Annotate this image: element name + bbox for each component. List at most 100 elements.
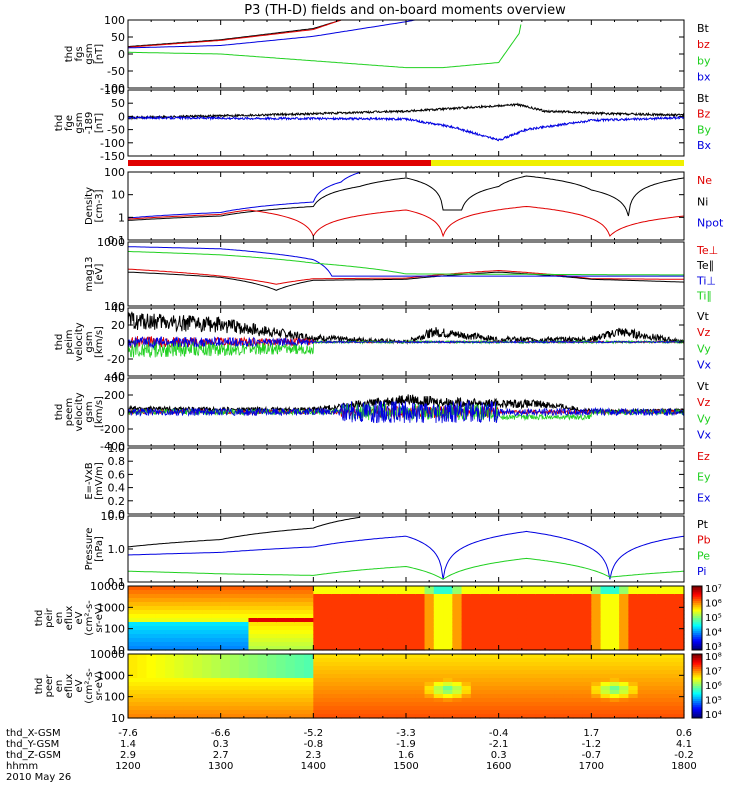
spectro-cell [572,642,583,647]
spectro-cell [674,686,685,691]
spectro-cell [146,602,157,607]
spectro-cell [637,694,648,699]
spectro-cell [674,598,685,603]
spectro-cell [276,618,287,623]
spectro-cell [415,586,426,591]
colorbar-cell [692,677,702,681]
spectro-cell [665,610,676,615]
y-tick-label: 0.8 [108,455,126,468]
spectro-cell [220,626,231,631]
spectro-cell [378,686,389,691]
spectro-cell [155,626,166,631]
y-axis-label-line: [km/s] [94,396,105,428]
spectro-cell [378,702,389,707]
spectro-cell [350,598,361,603]
spectro-cell [591,602,602,607]
spectro-cell [137,678,148,683]
spectro-cell [155,690,166,695]
spectro-cell [396,618,407,623]
spectro-cell [322,690,333,695]
spectro-cell [192,606,203,611]
spectro-cell [628,586,639,591]
spectro-cell [368,622,379,627]
spectro-cell [146,586,157,591]
spectro-cell [239,638,250,643]
spectro-cell [452,646,463,651]
spectro-cell [239,682,250,687]
spectro-cell [313,678,324,683]
spectro-cell [517,610,528,615]
spectro-cell [202,586,212,591]
spectro-cell [600,702,611,707]
spectro-cell [229,710,240,715]
spectro-cell [563,666,574,671]
spectro-cell [582,614,592,619]
spectro-cell [128,670,138,675]
spectro-cell [406,590,416,595]
spectro-cell [229,682,240,687]
spectro-cell [257,666,268,671]
spectro-cell [600,606,611,611]
colorbar-cell [692,600,702,604]
spectro-cell [137,698,148,703]
spectro-cell [378,586,389,591]
spectro-cell [415,662,426,667]
spectro-cell [406,598,416,603]
spectro-cell [128,594,138,599]
spectro-cell [322,658,333,663]
spectro-cell [387,674,398,679]
spectro-cell [257,638,268,643]
spectro-cell [165,690,175,695]
spectro-cell [517,606,528,611]
spectro-cell [461,626,472,631]
spectro-cell [452,690,463,695]
colorbar-label: 10⁶ [705,681,722,692]
spectro-cell [452,658,463,663]
spectro-cell [489,702,500,707]
spectro-cell [304,710,314,715]
spectro-cell [239,662,250,667]
spectro-cell [582,662,592,667]
spectro-cell [239,586,250,591]
spectro-cell [378,618,389,623]
spectro-cell [368,698,379,703]
spectro-cell [341,694,351,699]
spectro-cell [507,614,518,619]
spectro-cell [489,586,500,591]
spectro-cell [656,698,667,703]
spectro-cell [192,634,203,639]
spectro-cell [415,674,426,679]
spectro-cell [257,670,268,675]
spectro-cell [229,686,240,691]
spectro-cell [165,670,175,675]
spectro-cell [656,586,667,591]
spectro-cell [396,642,407,647]
spectro-cell [155,674,166,679]
spectro-cell [267,642,277,647]
spectro-cell [646,642,657,647]
spectro-cell [229,666,240,671]
spectro-cell [192,706,203,711]
spectro-cell [406,618,416,623]
spectro-cell [229,602,240,607]
spectro-cell [350,658,361,663]
spectro-cell [637,670,648,675]
spectro-cell [433,618,444,623]
spectro-cell [498,654,509,659]
spectro-cell [165,694,175,699]
spectro-cell [183,646,194,651]
spectro-cell [211,646,222,651]
spectro-cell [183,710,194,715]
y-tick-label: 0 [118,336,125,349]
spectro-cell [211,638,222,643]
spectro-cell [545,714,555,719]
series-fge-Bt [127,102,685,121]
y-axis-label-line: thd [54,334,65,351]
legend-temp-Ti⊥: Ti⊥ [696,274,716,287]
spectro-cell [582,682,592,687]
spectro-cell [276,682,287,687]
spectro-cell [313,702,324,707]
spectro-cell [229,626,240,631]
spectro-cell [304,642,314,647]
spectro-cell [554,662,565,667]
